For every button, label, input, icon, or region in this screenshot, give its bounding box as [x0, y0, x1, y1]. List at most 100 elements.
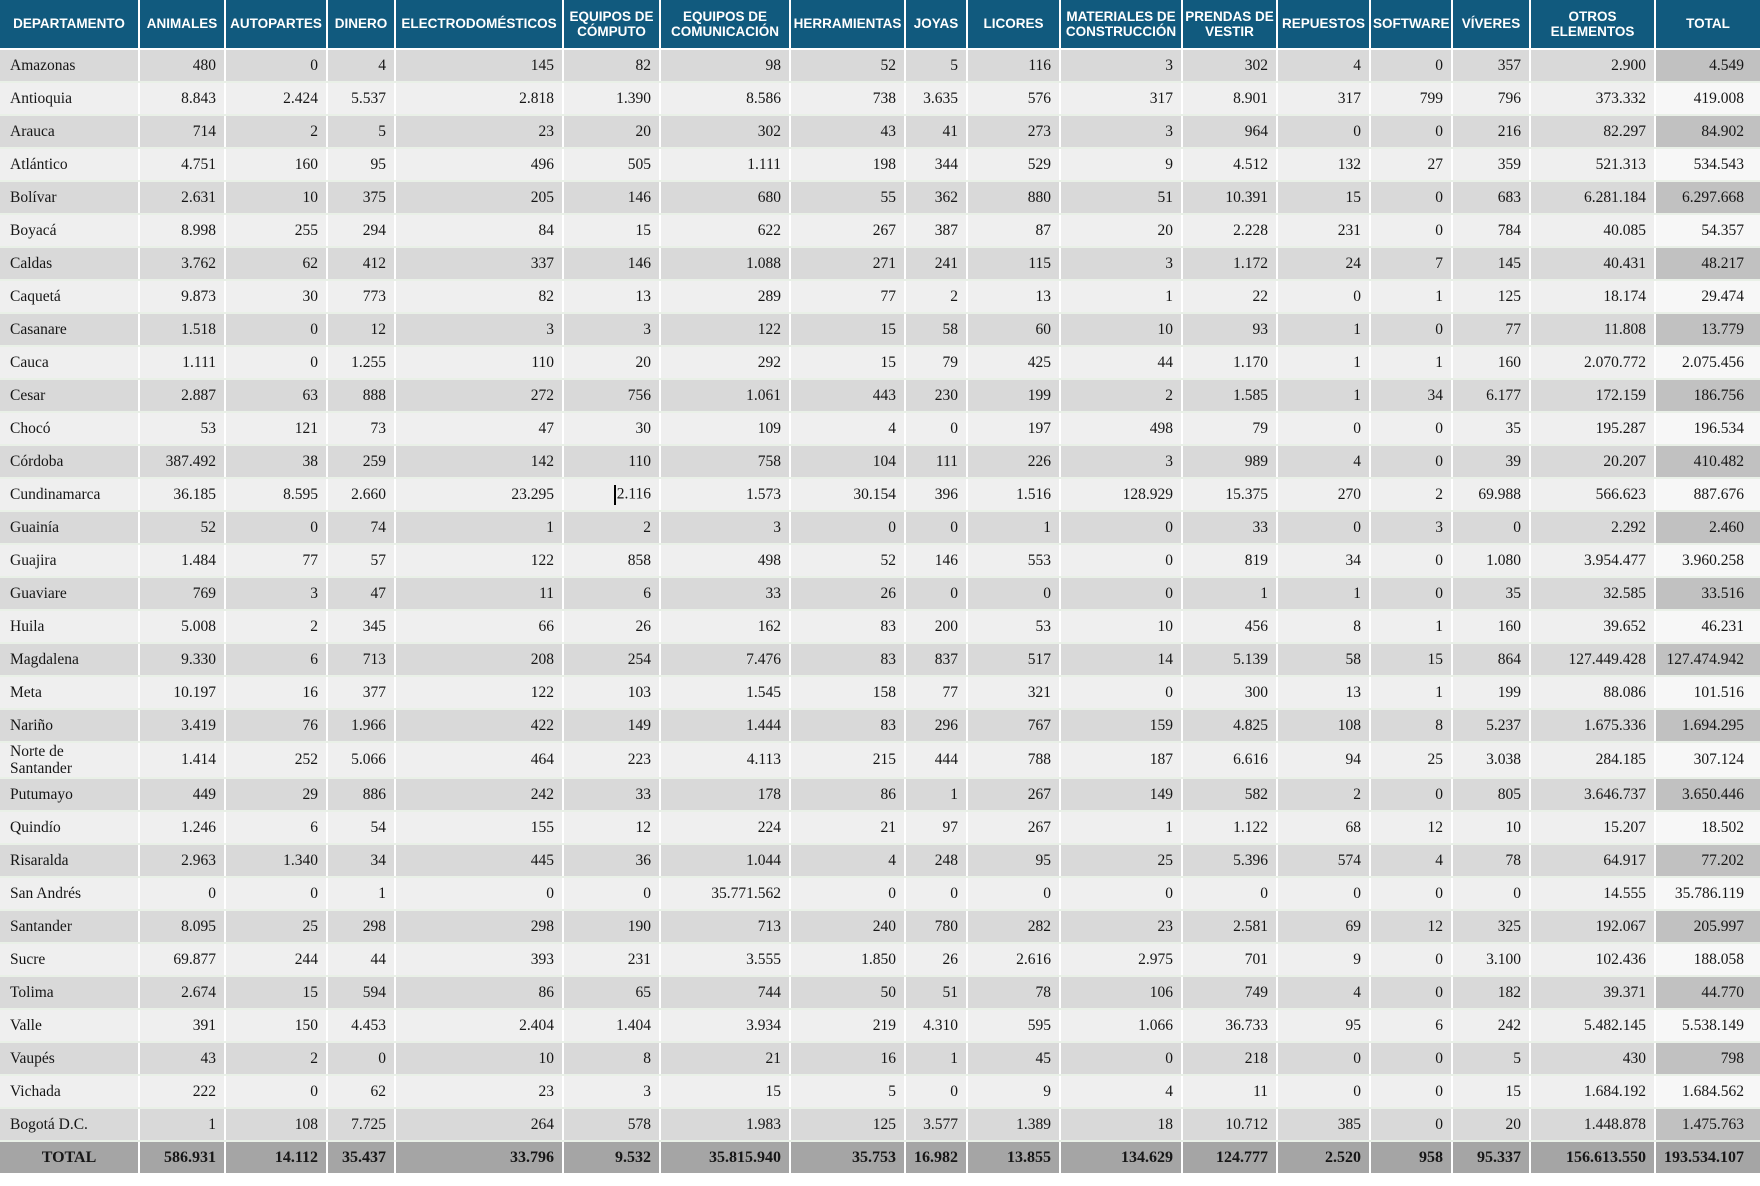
value-cell-prendas-de-vestir: 79 — [1182, 412, 1278, 446]
department-cell: Caquetá — [0, 280, 140, 314]
value-cell-autopartes: 0 — [225, 49, 328, 83]
department-cell: Vichada — [0, 1075, 140, 1110]
value-cell-herramientas: 443 — [790, 379, 906, 413]
column-header-equipos-de-comunicacion: EQUIPOS DE COMUNICACIÓN — [660, 0, 791, 50]
value-cell-licores: 116 — [967, 49, 1061, 83]
value-cell-materiales-de-construccion: 9 — [1060, 148, 1183, 182]
value-cell-equipos-de-comunicacion: 1.111 — [660, 148, 791, 182]
value-cell-otros-elementos: 284.185 — [1530, 742, 1656, 780]
value-cell-licores: 53 — [967, 610, 1061, 644]
value-cell-electrodomesticos: 464 — [395, 742, 564, 780]
value-cell-viveres: 359 — [1452, 148, 1531, 182]
value-cell-licores: 78 — [967, 976, 1061, 1011]
value-cell-viveres: 242 — [1452, 1009, 1531, 1044]
value-cell-software: 0 — [1370, 181, 1453, 215]
value-cell-equipos-de-computo: 15 — [563, 214, 661, 248]
row-total-cell: 2.460 — [1654, 511, 1760, 545]
value-cell-equipos-de-computo: 3 — [563, 313, 661, 347]
total-value-cell-prendas-de-vestir: 124.777 — [1182, 1141, 1278, 1174]
value-cell-prendas-de-vestir: 1 — [1182, 577, 1278, 611]
value-cell-viveres: 0 — [1452, 511, 1531, 545]
value-cell-dinero: 47 — [327, 577, 396, 611]
value-cell-licores: 199 — [967, 379, 1061, 413]
value-cell-equipos-de-computo: 13 — [563, 280, 661, 314]
value-cell-materiales-de-construccion: 2.975 — [1060, 943, 1183, 978]
department-cell: Bogotá D.C. — [0, 1108, 140, 1143]
value-cell-prendas-de-vestir: 749 — [1182, 976, 1278, 1011]
value-cell-repuestos: 34 — [1277, 544, 1371, 578]
value-cell-electrodomesticos: 272 — [395, 379, 564, 413]
value-cell-repuestos: 108 — [1277, 709, 1371, 743]
row-total-cell: 1.684.562 — [1654, 1075, 1760, 1110]
value-cell-joyas: 97 — [905, 811, 968, 846]
value-cell-dinero: 375 — [327, 181, 396, 215]
row-total-cell: 29.474 — [1654, 280, 1760, 314]
value-cell-prendas-de-vestir: 5.139 — [1182, 643, 1278, 677]
value-cell-materiales-de-construccion: 3 — [1060, 445, 1183, 479]
value-cell-otros-elementos: 32.585 — [1530, 577, 1656, 611]
text-cursor-icon — [613, 484, 616, 505]
value-cell-repuestos: 4 — [1277, 976, 1371, 1011]
table-row: Chocó 53 121 73 47 30 109 4 0 197 498 79 0 0 35 195.287… — [0, 412, 1760, 446]
department-cell: Quindío — [0, 811, 140, 846]
value-cell-autopartes: 16 — [225, 676, 328, 710]
value-cell-animales: 1.518 — [139, 313, 226, 347]
value-cell-software: 7 — [1370, 247, 1453, 281]
row-total-cell: 77.202 — [1654, 844, 1760, 879]
column-header-animales: ANIMALES — [139, 0, 226, 50]
value-cell-equipos-de-computo: 2.116 — [563, 478, 661, 512]
total-value-cell-viveres: 95.337 — [1452, 1141, 1531, 1174]
value-cell-viveres: 182 — [1452, 976, 1531, 1011]
value-cell-viveres: 145 — [1452, 247, 1531, 281]
value-cell-repuestos: 4 — [1277, 49, 1371, 83]
value-cell-autopartes: 29 — [225, 778, 328, 813]
value-cell-equipos-de-comunicacion: 98 — [660, 49, 791, 83]
value-cell-equipos-de-comunicacion: 289 — [660, 280, 791, 314]
department-cell: Guaviare — [0, 577, 140, 611]
value-cell-licores: 60 — [967, 313, 1061, 347]
value-cell-equipos-de-computo: 190 — [563, 910, 661, 945]
value-cell-prendas-de-vestir: 701 — [1182, 943, 1278, 978]
department-cell: San Andrés — [0, 877, 140, 912]
value-cell-equipos-de-computo: 231 — [563, 943, 661, 978]
value-cell-joyas: 241 — [905, 247, 968, 281]
row-total-cell: 1.694.295 — [1654, 709, 1760, 743]
value-cell-software: 2 — [1370, 478, 1453, 512]
value-cell-equipos-de-computo: 12 — [563, 811, 661, 846]
value-cell-autopartes: 2 — [225, 1042, 328, 1077]
table-row: Magdalena 9.330 6 713 208 254 7.476 83 837 517 14 5… — [0, 643, 1760, 677]
value-cell-autopartes: 2 — [225, 610, 328, 644]
value-cell-animales: 3.419 — [139, 709, 226, 743]
value-cell-autopartes: 0 — [225, 346, 328, 380]
value-cell-joyas: 3.577 — [905, 1108, 968, 1143]
value-cell-otros-elementos: 20.207 — [1530, 445, 1656, 479]
value-cell-licores: 517 — [967, 643, 1061, 677]
value-cell-otros-elementos: 6.281.184 — [1530, 181, 1656, 215]
value-cell-dinero: 73 — [327, 412, 396, 446]
value-cell-joyas: 200 — [905, 610, 968, 644]
table-row: Boyacá 8.998 255 294 84 15 622 267 387 87 20 2.228 2… — [0, 214, 1760, 248]
value-cell-prendas-de-vestir: 4.512 — [1182, 148, 1278, 182]
value-cell-equipos-de-computo: 33 — [563, 778, 661, 813]
value-cell-joyas: 1 — [905, 1042, 968, 1077]
value-cell-viveres: 35 — [1452, 412, 1531, 446]
value-cell-viveres: 3.038 — [1452, 742, 1531, 780]
value-cell-electrodomesticos: 82 — [395, 280, 564, 314]
value-cell-animales: 391 — [139, 1009, 226, 1044]
row-total-cell: 84.902 — [1654, 115, 1760, 149]
value-cell-otros-elementos: 2.070.772 — [1530, 346, 1656, 380]
value-cell-repuestos: 13 — [1277, 676, 1371, 710]
value-cell-licores: 2.616 — [967, 943, 1061, 978]
value-cell-electrodomesticos: 2.818 — [395, 82, 564, 116]
value-cell-prendas-de-vestir: 964 — [1182, 115, 1278, 149]
value-cell-otros-elementos: 521.313 — [1530, 148, 1656, 182]
value-cell-herramientas: 52 — [790, 49, 906, 83]
value-cell-electrodomesticos: 10 — [395, 1042, 564, 1077]
value-cell-otros-elementos: 88.086 — [1530, 676, 1656, 710]
value-cell-herramientas: 86 — [790, 778, 906, 813]
value-cell-joyas: 1 — [905, 778, 968, 813]
value-cell-equipos-de-computo: 858 — [563, 544, 661, 578]
value-cell-animales: 3.762 — [139, 247, 226, 281]
